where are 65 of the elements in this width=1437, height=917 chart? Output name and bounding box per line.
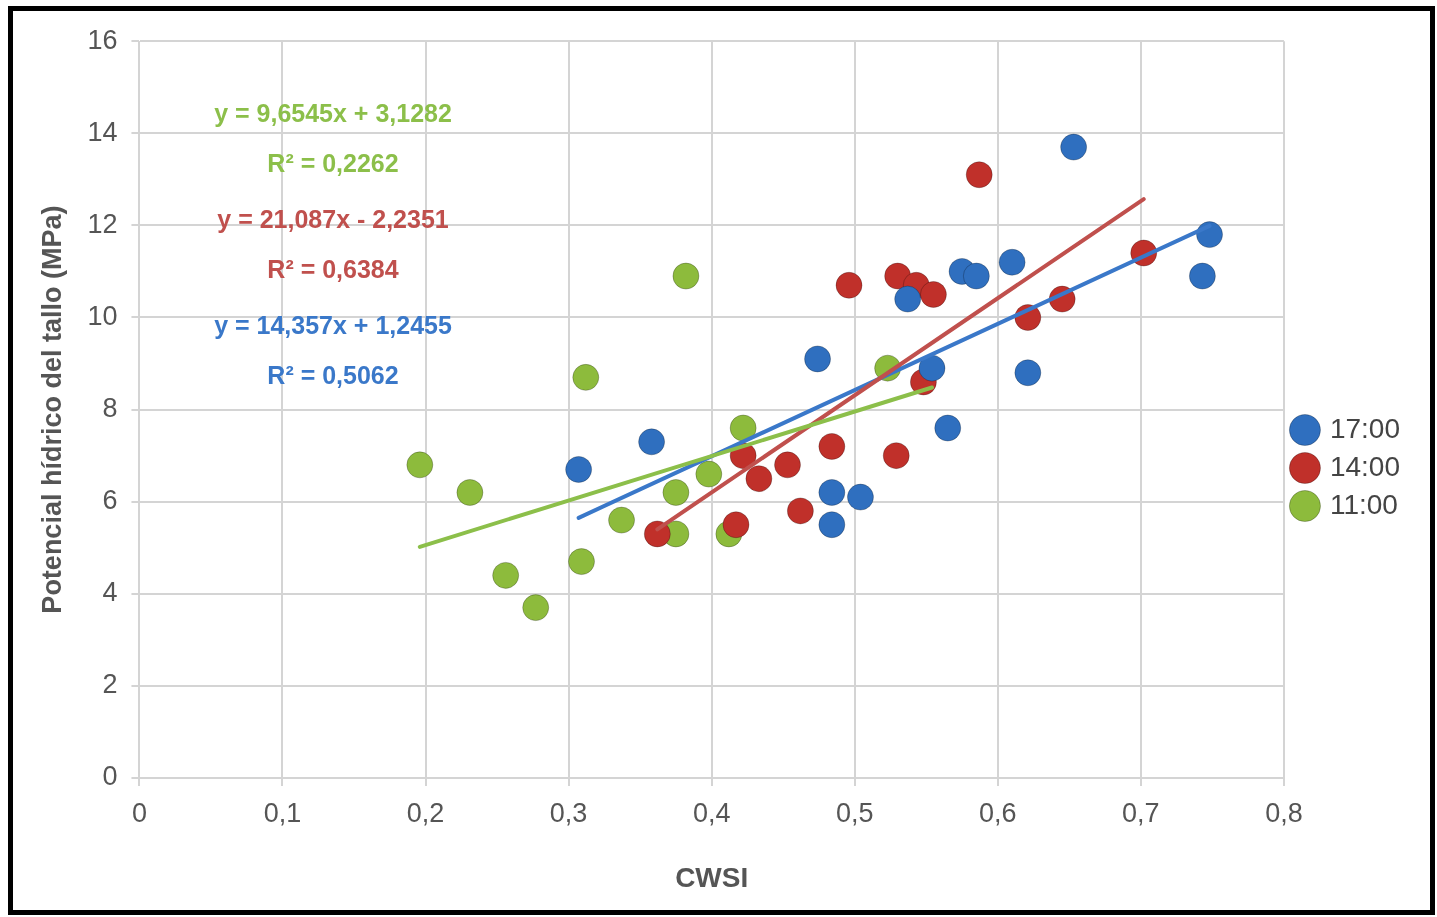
annotation: R² = 0,5062 (267, 360, 399, 389)
point (918, 354, 946, 382)
x-tick-label: 0,3 (549, 797, 588, 828)
x-tick-label: 0,7 (1122, 797, 1160, 828)
point (568, 548, 595, 576)
point (894, 285, 922, 313)
point (1196, 221, 1224, 249)
point (522, 594, 550, 622)
point (965, 161, 993, 189)
point (804, 345, 832, 373)
point (998, 248, 1026, 276)
point (638, 428, 666, 456)
annotation: y = 9,6545x + 3,1282 (214, 98, 452, 127)
x-tick-label: 0 (131, 797, 147, 828)
y-tick-label: 6 (102, 485, 118, 516)
annotation: y = 14,357x + 1,2455 (214, 310, 452, 339)
y-tick-label: 12 (87, 208, 118, 239)
annotation: R² = 0,6384 (267, 254, 399, 283)
point (818, 478, 846, 506)
point (818, 511, 846, 539)
y-tick-label: 2 (102, 669, 118, 700)
legend-label: 14:00 (1329, 450, 1401, 482)
point (729, 414, 757, 442)
annotation: R² = 0,2262 (267, 148, 399, 177)
point (662, 478, 690, 506)
y-tick-label: 14 (87, 116, 118, 147)
point (643, 520, 671, 548)
point (492, 561, 520, 589)
point (1060, 133, 1088, 161)
x-tick-label: 0,5 (835, 797, 874, 828)
annotation: y = 21,087x - 2,2351 (217, 204, 449, 233)
y-tick-label: 16 (87, 24, 118, 55)
point (695, 460, 723, 488)
point (882, 442, 910, 470)
point (722, 511, 750, 539)
y-tick-label: 8 (102, 393, 118, 424)
point (1188, 262, 1216, 290)
point (572, 363, 600, 391)
point (672, 262, 700, 290)
x-tick-label: 0,8 (1265, 797, 1303, 828)
x-tick-label: 0,1 (263, 797, 302, 828)
legend-label: 11:00 (1329, 488, 1398, 520)
legend-label: 17:00 (1329, 412, 1401, 444)
point (818, 432, 846, 460)
point (608, 506, 636, 534)
point (786, 497, 814, 525)
point (919, 280, 947, 308)
x-tick-label: 0,2 (406, 797, 445, 828)
y-axis-title: Potencial hídrico del tallo (MPa) (36, 205, 67, 614)
y-tick-label: 0 (102, 761, 118, 792)
y-tick-label: 4 (102, 577, 118, 608)
point (774, 451, 802, 479)
y-tick-label: 10 (87, 300, 118, 331)
point (406, 451, 434, 479)
point (962, 262, 990, 290)
x-axis-title: CWSI (675, 861, 749, 893)
x-tick-label: 0,4 (692, 797, 731, 828)
x-tick-label: 0,6 (979, 797, 1017, 828)
point (934, 414, 962, 442)
point (846, 483, 874, 511)
point (745, 465, 773, 493)
point (1014, 359, 1042, 387)
point (835, 271, 863, 299)
point (565, 455, 593, 483)
point (456, 478, 484, 506)
